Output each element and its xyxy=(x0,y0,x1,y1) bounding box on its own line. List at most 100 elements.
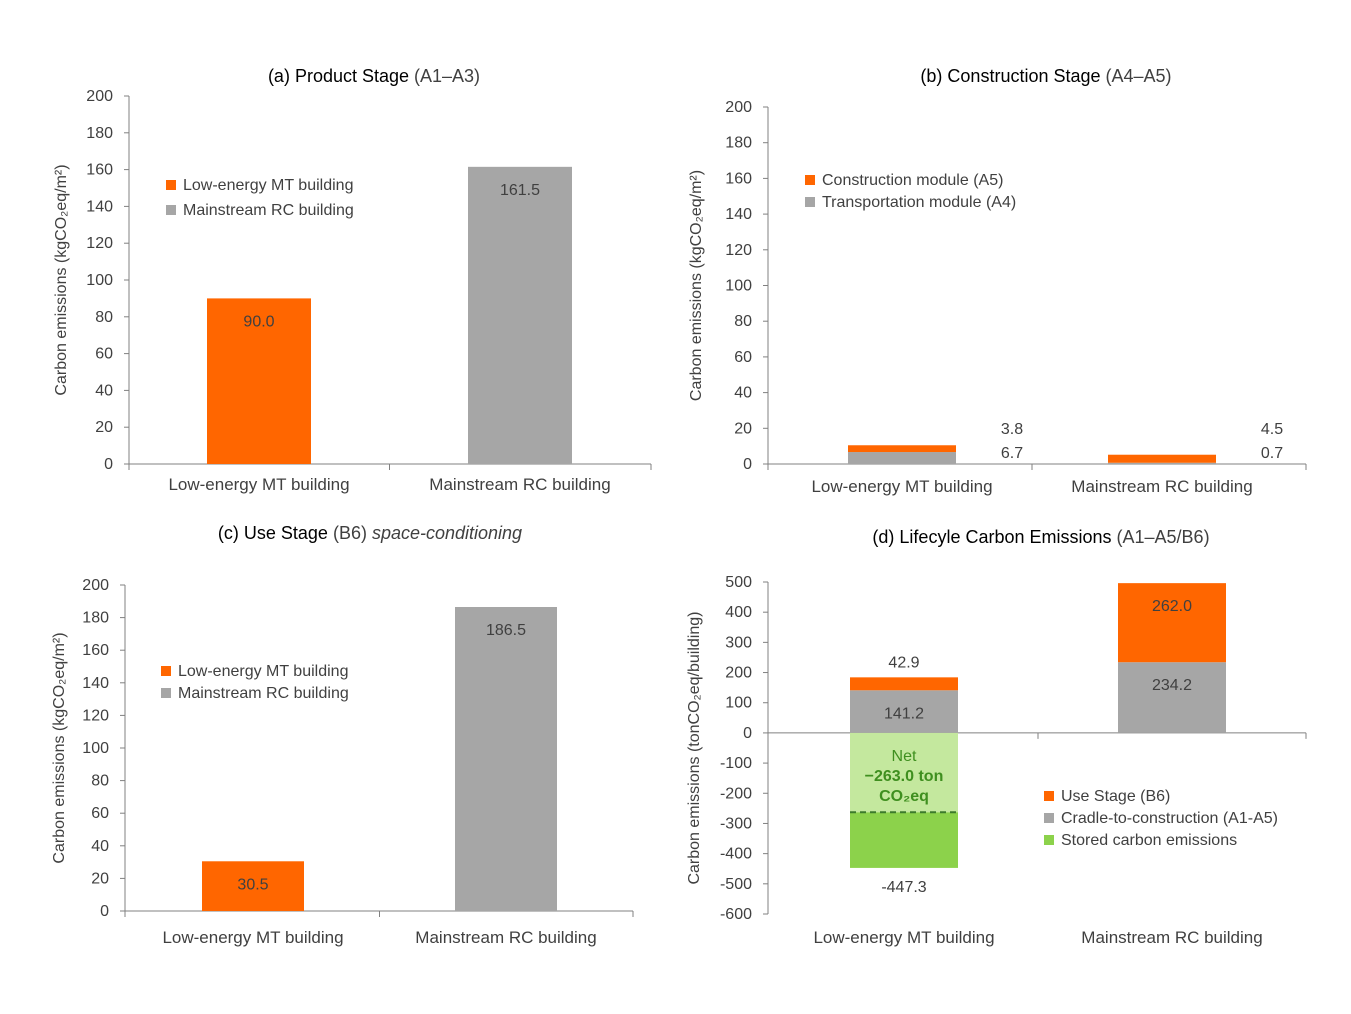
x-category-label: Low-energy MT building xyxy=(162,928,343,947)
y-tick-label: 0 xyxy=(743,456,752,473)
legend-label: Use Stage (B6) xyxy=(1061,788,1170,805)
bar-segment xyxy=(1108,462,1216,464)
y-tick-label: 0 xyxy=(743,725,752,742)
x-category-label: Low-energy MT building xyxy=(811,477,992,496)
x-category-label: Low-energy MT building xyxy=(168,475,349,494)
x-category-label: Mainstream RC building xyxy=(1081,928,1262,947)
data-label: 186.5 xyxy=(486,622,526,639)
chart-title-range: (A1–A3) xyxy=(409,66,480,86)
data-label: 3.8 xyxy=(1001,421,1023,438)
data-label: 234.2 xyxy=(1152,677,1192,694)
y-tick-label: 40 xyxy=(91,838,109,855)
bar-segment xyxy=(848,452,956,464)
chart-title-italic: space-conditioning xyxy=(372,523,522,543)
y-tick-label: 180 xyxy=(86,125,113,142)
legend-swatch xyxy=(166,180,176,190)
bar-segment xyxy=(850,690,958,733)
y-tick-label: 80 xyxy=(95,309,113,326)
y-tick-label: 160 xyxy=(82,642,109,659)
y-tick-label: 0 xyxy=(100,903,109,920)
data-label: 90.0 xyxy=(243,313,274,330)
y-tick-label: 60 xyxy=(91,805,109,822)
bar-segment xyxy=(850,677,958,691)
bar-segment xyxy=(1118,583,1226,663)
legend-label: Mainstream RC building xyxy=(183,202,354,219)
chart-c: (c) Use Stage (B6) space-conditioning 0 20… xyxy=(51,523,634,947)
bar-segment xyxy=(848,445,956,453)
x-category-label: Low-energy MT building xyxy=(813,928,994,947)
y-axis-title: Carbon emissions (kgCO₂eq/m²) xyxy=(688,170,705,401)
legend-swatch xyxy=(161,688,171,698)
legend-label: Construction module (A5) xyxy=(822,172,1003,189)
legend-label: Cradle-to-construction (A1-A5) xyxy=(1061,810,1278,827)
y-tick-label: 140 xyxy=(86,198,113,215)
chart-b: (b) Construction Stage (A4–A5) 0 20 40 60 80 1… xyxy=(688,66,1307,496)
chart-title-main: (c) Use Stage xyxy=(218,523,328,543)
legend-swatch xyxy=(1044,791,1054,801)
y-tick-label: 160 xyxy=(725,170,752,187)
y-tick-label: 180 xyxy=(82,610,109,627)
y-tick-label: 60 xyxy=(95,346,113,363)
y-tick-label: -300 xyxy=(720,815,752,832)
chart-title-range: (A4–A5) xyxy=(1101,66,1172,86)
y-tick-label: -400 xyxy=(720,846,752,863)
y-tick-label: 200 xyxy=(725,99,752,116)
chart-title: (a) Product Stage (A1–A3) xyxy=(268,66,480,86)
y-tick-label: 20 xyxy=(95,419,113,436)
y-axis-title: Carbon emissions (tonCO₂eq/building) xyxy=(686,611,703,884)
chart-title-range: (B6) xyxy=(328,523,372,543)
y-axis-title: Carbon emissions (kgCO₂eq/m²) xyxy=(53,164,70,395)
y-tick-label: 140 xyxy=(82,675,109,692)
chart-title-main: (d) Lifecyle Carbon Emissions xyxy=(872,527,1111,547)
y-tick-label: -200 xyxy=(720,785,752,802)
y-tick-label: 180 xyxy=(725,135,752,152)
y-tick-label: 80 xyxy=(734,313,752,330)
bar-segment-stored xyxy=(850,812,958,868)
y-tick-label: 40 xyxy=(734,385,752,402)
y-tick-label: 160 xyxy=(86,162,113,179)
y-tick-label: 120 xyxy=(725,242,752,259)
chart-title: (b) Construction Stage (A4–A5) xyxy=(920,66,1171,86)
chart-d: (d) Lifecyle Carbon Emissions (A1–A5/B6)… xyxy=(686,527,1307,947)
net-label-line3: CO₂eq xyxy=(879,788,929,805)
y-tick-label: 140 xyxy=(725,206,752,223)
legend-label: Mainstream RC building xyxy=(178,685,349,702)
y-tick-label: 100 xyxy=(725,278,752,295)
data-label: -447.3 xyxy=(881,879,926,896)
data-label: 6.7 xyxy=(1001,445,1023,462)
chart-title: (d) Lifecyle Carbon Emissions (A1–A5/B6) xyxy=(872,527,1209,547)
y-tick-label: 80 xyxy=(91,773,109,790)
chart-a: (a) Product Stage (A1–A3) 0 20 40 60 80 100 120… xyxy=(53,66,652,494)
legend-swatch xyxy=(166,205,176,215)
bar-segment xyxy=(202,861,304,911)
bar-segment xyxy=(455,607,557,911)
y-tick-label: 120 xyxy=(86,235,113,252)
y-tick-label: 200 xyxy=(725,665,752,682)
y-tick-label: 400 xyxy=(725,604,752,621)
legend-swatch xyxy=(161,666,171,676)
bar-segment xyxy=(1118,662,1226,733)
y-tick-label: 100 xyxy=(86,272,113,289)
chart-title-main: (a) Product Stage xyxy=(268,66,409,86)
chart-title-main: (b) Construction Stage xyxy=(920,66,1100,86)
legend-swatch xyxy=(805,175,815,185)
data-label: 42.9 xyxy=(888,654,919,671)
y-tick-label: 100 xyxy=(725,695,752,712)
chart-title-range: (A1–A5/B6) xyxy=(1112,527,1210,547)
y-tick-label: -500 xyxy=(720,876,752,893)
bar-segment xyxy=(207,298,311,464)
legend-label: Transportation module (A4) xyxy=(822,194,1016,211)
y-tick-label: 300 xyxy=(725,634,752,651)
x-category-label: Mainstream RC building xyxy=(429,475,610,494)
data-label: 141.2 xyxy=(884,705,924,722)
y-tick-label: 200 xyxy=(86,88,113,105)
y-tick-label: 100 xyxy=(82,740,109,757)
bar-segment-stored-upper xyxy=(850,732,958,813)
chart-title: (c) Use Stage (B6) space-conditioning xyxy=(218,523,522,543)
net-label-line2: −263.0 ton xyxy=(865,768,944,785)
legend-label: Low-energy MT building xyxy=(178,663,348,680)
x-category-label: Mainstream RC building xyxy=(415,928,596,947)
data-label: 0.7 xyxy=(1261,445,1283,462)
data-label: 30.5 xyxy=(237,876,268,893)
